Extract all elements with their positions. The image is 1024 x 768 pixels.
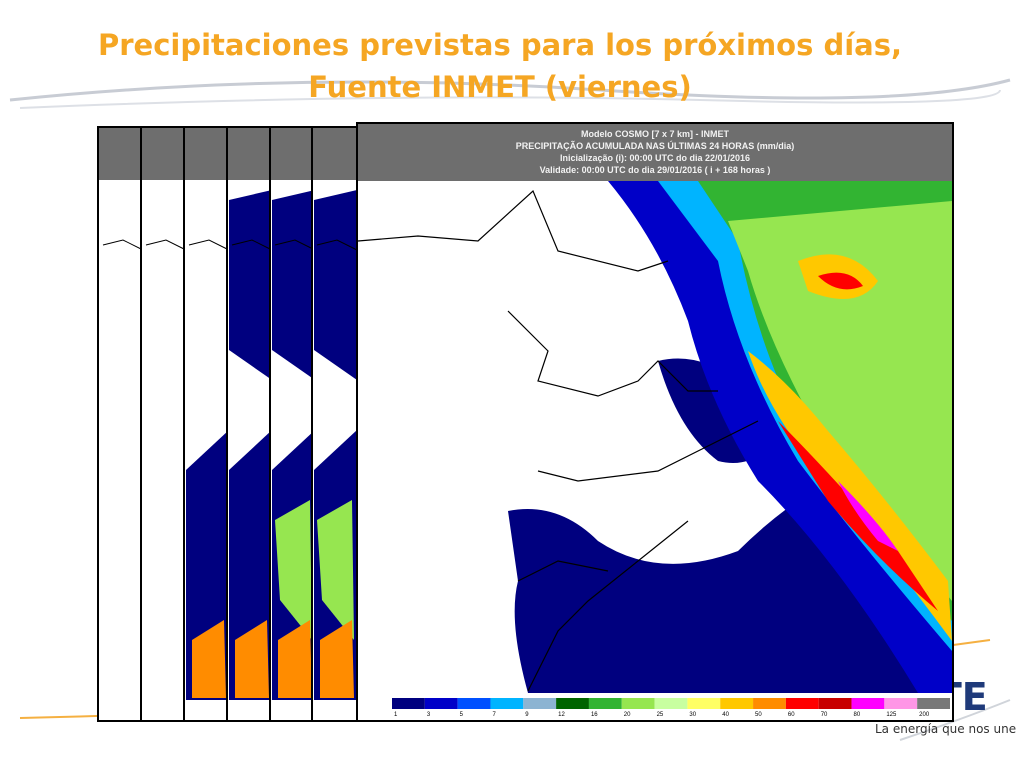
precip bbox=[314, 190, 357, 380]
colorbar-label: 50 bbox=[755, 712, 762, 718]
border bbox=[274, 239, 316, 251]
colorbar-label: 70 bbox=[821, 712, 828, 718]
precip bbox=[275, 500, 312, 640]
colorbar: 1 3 5 7 9 12 16 20 25 30 40 50 60 70 80 125 200 bbox=[392, 698, 950, 718]
border bbox=[102, 239, 144, 251]
colorbar-swatch bbox=[424, 698, 458, 709]
precip bbox=[272, 190, 315, 380]
colorbar-swatch bbox=[556, 698, 589, 709]
colorbar-swatch bbox=[392, 698, 425, 709]
slogan: La energía que nos une bbox=[875, 722, 1016, 736]
colorbar-swatch bbox=[720, 698, 754, 709]
colorbar-swatch bbox=[753, 698, 786, 709]
header-line: Modelo COSMO [7 x 7 km] - INMET bbox=[581, 129, 730, 139]
colorbar-label: 7 bbox=[492, 712, 496, 718]
swoosh bbox=[899, 699, 1011, 741]
swoosh bbox=[19, 89, 1001, 109]
colorbar-label: 125 bbox=[886, 712, 897, 718]
colorbar-swatch bbox=[621, 698, 655, 709]
colorbar-label: 200 bbox=[919, 712, 930, 718]
header-line: PRECIPITAÇÃO ACUMULADA NAS ÚLTIMAS 24 HO… bbox=[516, 140, 795, 151]
colorbar-swatch bbox=[654, 698, 688, 709]
colorbar-swatch bbox=[523, 698, 557, 709]
colorbar-swatch bbox=[917, 698, 950, 709]
swoosh bbox=[9, 78, 1011, 102]
border bbox=[188, 239, 230, 251]
colorbar-swatch bbox=[785, 698, 819, 709]
colorbar-label: 9 bbox=[525, 712, 529, 718]
border bbox=[316, 239, 358, 251]
colorbar-swatch bbox=[687, 698, 721, 709]
front-map: Modelo COSMO [7 x 7 km] - INMETPRECIPITA… bbox=[356, 122, 954, 722]
precip bbox=[229, 190, 272, 380]
colorbar-swatch bbox=[851, 698, 885, 709]
map-header bbox=[358, 124, 952, 181]
colorbar-label: 1 bbox=[394, 712, 398, 718]
precip bbox=[838, 481, 898, 551]
header-line: Validade: 00:00 UTC do dia 29/01/2016 ( … bbox=[540, 165, 771, 175]
colorbar-label: 5 bbox=[460, 712, 464, 718]
colorbar-label: 12 bbox=[558, 712, 565, 718]
precip bbox=[818, 272, 863, 290]
title: Precipitaciones previstas para los próxi… bbox=[98, 28, 902, 62]
colorbar-swatch bbox=[588, 698, 622, 709]
colorbar-label: 3 bbox=[427, 712, 431, 718]
colorbar-label: 40 bbox=[722, 712, 729, 718]
precip bbox=[192, 620, 226, 698]
colorbar-swatch bbox=[457, 698, 491, 709]
colorbar-swatch bbox=[490, 698, 524, 709]
colorbar-label: 20 bbox=[624, 712, 631, 718]
border bbox=[145, 239, 187, 251]
precip bbox=[320, 620, 354, 698]
colorbar-swatch bbox=[818, 698, 852, 709]
precip bbox=[778, 421, 938, 611]
border bbox=[231, 239, 273, 251]
colorbar-label: 80 bbox=[854, 712, 861, 718]
colorbar-label: 60 bbox=[788, 712, 795, 718]
map-area bbox=[358, 181, 952, 693]
colorbar-label: 25 bbox=[657, 712, 664, 718]
precip bbox=[317, 500, 354, 640]
colorbar-label: 16 bbox=[591, 712, 598, 718]
colorbar-label: 30 bbox=[689, 712, 696, 718]
title: Fuente INMET (viernes) bbox=[308, 70, 691, 104]
borders bbox=[358, 189, 759, 692]
precip bbox=[278, 620, 312, 698]
colorbar-swatch bbox=[884, 698, 918, 709]
precip bbox=[728, 201, 952, 601]
precip bbox=[235, 620, 269, 698]
header-line: Inicialização (i): 00:00 UTC do dia 22/0… bbox=[560, 153, 750, 163]
map-header-text: Modelo COSMO [7 x 7 km] - INMETPRECIPITA… bbox=[516, 129, 795, 175]
